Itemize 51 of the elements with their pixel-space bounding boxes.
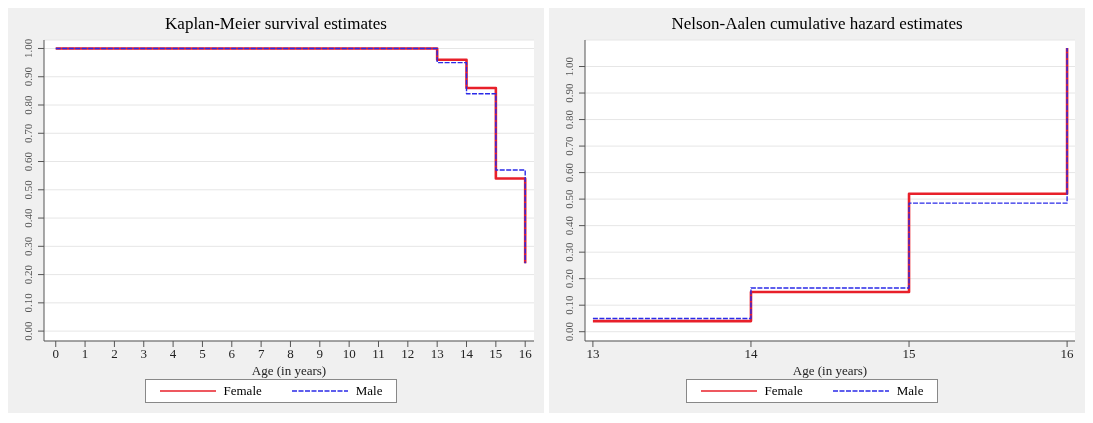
x-tick-label: 15 (902, 346, 916, 362)
chart-title: Nelson-Aalen cumulative hazard estimates (670, 13, 964, 35)
y-tick-label: 0.80 (22, 94, 34, 115)
y-tick-label: 0.40 (563, 215, 575, 236)
x-tick-label: 9 (316, 346, 324, 362)
y-tick-label: 0.70 (22, 123, 34, 143)
legend-label: Female (763, 383, 803, 399)
y-tick-label: 0.20 (563, 268, 575, 289)
x-tick-label: 14 (460, 346, 474, 362)
x-tick-label: 10 (342, 346, 356, 362)
x-tick-label: 4 (169, 346, 177, 362)
legend-label: Female (222, 383, 262, 399)
x-tick-label: 13 (430, 346, 444, 362)
x-tick-label: 13 (586, 346, 600, 362)
x-tick-label: 7 (257, 346, 265, 362)
x-tick-label: 16 (518, 346, 533, 362)
x-tick-label: 14 (744, 346, 758, 362)
x-axis-title: Age (in years) (792, 363, 868, 378)
x-tick-label: 11 (372, 346, 385, 362)
y-tick-label: 0.50 (22, 179, 34, 200)
x-tick-label: 16 (1060, 346, 1075, 362)
y-tick-label: 0.00 (22, 320, 34, 341)
y-tick-label: 1.00 (22, 38, 34, 59)
x-axis-title: Age (in years) (251, 363, 327, 378)
y-tick-label: 0.70 (563, 135, 575, 156)
y-tick-label: 0.60 (563, 162, 575, 183)
y-tick-label: 0.30 (563, 242, 575, 262)
y-tick-label: 0.50 (563, 188, 575, 209)
legend-label: Male (895, 383, 924, 399)
x-tick-label: 6 (228, 346, 236, 362)
y-tick-label: 1.00 (563, 56, 575, 77)
x-tick-label: 5 (199, 346, 206, 362)
x-tick-label: 8 (287, 346, 294, 362)
y-tick-label: 0.80 (563, 109, 575, 130)
y-tick-label: 0.90 (22, 66, 34, 87)
y-tick-label: 0.90 (563, 82, 575, 103)
chart-title: Kaplan-Meier survival estimates (164, 13, 388, 35)
y-tick-label: 0.30 (22, 236, 34, 256)
x-tick-label: 3 (140, 346, 148, 362)
y-tick-label: 0.40 (22, 207, 34, 228)
y-tick-label: 0.10 (563, 295, 575, 315)
x-tick-label: 12 (401, 346, 415, 362)
y-tick-label: 0.20 (22, 264, 34, 285)
x-tick-label: 0 (52, 346, 59, 362)
y-tick-label: 0.60 (22, 151, 34, 172)
y-tick-label: 0.00 (563, 321, 575, 342)
x-tick-label: 2 (111, 346, 118, 362)
y-tick-label: 0.10 (22, 292, 34, 313)
x-tick-label: 15 (489, 346, 503, 362)
legend-label: Male (354, 383, 383, 399)
x-tick-label: 1 (81, 346, 89, 362)
